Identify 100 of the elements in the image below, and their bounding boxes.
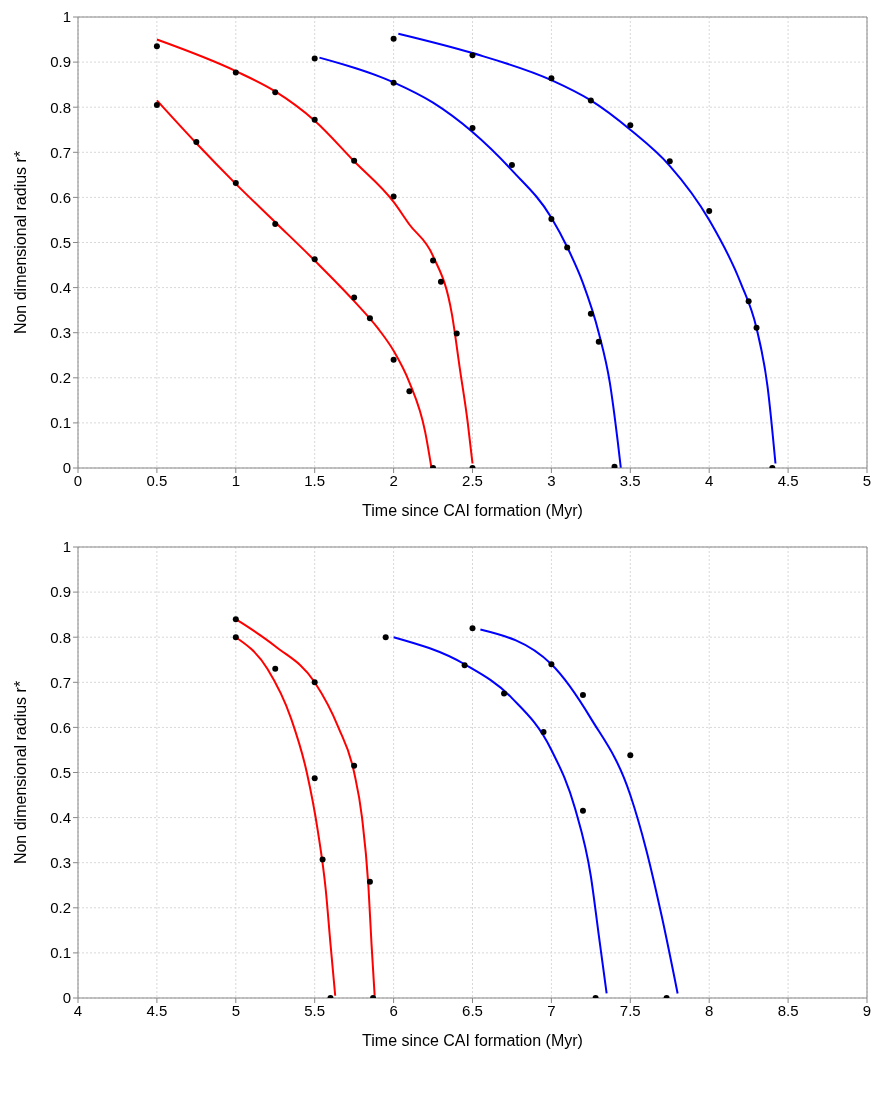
x-tick-label: 4.5 (146, 1001, 168, 1019)
point (311, 256, 318, 263)
point (611, 463, 618, 468)
x-tick-label: 3 (547, 471, 556, 489)
point (351, 762, 358, 769)
y-tick-label: 0.9 (50, 583, 71, 601)
x-tick-label: 2.5 (462, 471, 483, 489)
point (232, 616, 239, 623)
y-tick-label: 1 (62, 8, 71, 26)
point (311, 55, 318, 62)
point (272, 221, 279, 228)
x-tick-label: 0.5 (146, 471, 168, 489)
x-tick-label: 0 (73, 471, 83, 489)
x-tick-label: 8 (705, 1001, 714, 1019)
point (579, 807, 586, 814)
y-tick-label: 0.5 (50, 233, 71, 251)
y-axis-title: Non dimensional radius r* (11, 150, 29, 335)
point (351, 294, 358, 301)
point (311, 679, 318, 686)
point (311, 775, 318, 782)
point (579, 691, 586, 698)
point (390, 79, 397, 86)
x-tick-label: 5.5 (304, 1001, 326, 1019)
point (548, 75, 555, 82)
line-series (479, 628, 679, 995)
y-axis-title: Non dimensional radius r* (11, 680, 29, 865)
x-tick-label: 1.5 (304, 471, 326, 489)
point (453, 330, 460, 337)
x-tick-label: 4 (73, 1001, 83, 1019)
y-tick-label: 0.2 (50, 369, 71, 387)
point (390, 193, 397, 200)
point (319, 856, 326, 863)
point (666, 158, 673, 165)
point (564, 244, 571, 251)
y-tick-label: 0.4 (50, 808, 71, 826)
point (469, 124, 476, 131)
x-tick-label: 7.5 (619, 1001, 641, 1019)
x-tick-label: 4.5 (777, 471, 799, 489)
x-tick-label: 3.5 (619, 471, 641, 489)
point (706, 207, 713, 214)
y-tick-label: 0.9 (50, 53, 71, 71)
y-tick-label: 0.3 (50, 324, 71, 342)
point (390, 356, 397, 363)
y-tick-label: 0.4 (50, 278, 71, 296)
x-tick-label: 9 (862, 1001, 872, 1019)
point (390, 35, 397, 42)
y-tick-label: 0 (62, 989, 71, 1007)
point (366, 315, 373, 322)
point (461, 662, 468, 669)
point (627, 122, 634, 129)
y-tick-label: 0.1 (50, 414, 71, 432)
point (366, 878, 373, 885)
point (153, 43, 160, 50)
x-axis-title: Time since CAI formation (Myr) (362, 502, 583, 519)
x-tick-label: 2 (389, 471, 398, 489)
point (501, 690, 508, 697)
x-axis-title: Time since CAI formation (Myr) (362, 1032, 583, 1049)
point (382, 634, 389, 641)
x-tick-label: 4 (705, 471, 714, 489)
y-tick-label: 0.5 (50, 763, 71, 781)
point (587, 97, 594, 104)
point (232, 634, 239, 641)
y-tick-label: 0.8 (50, 98, 71, 116)
point (627, 752, 634, 759)
point (311, 116, 318, 123)
point (540, 728, 547, 735)
x-tick-label: 5 (862, 471, 872, 489)
x-tick-label: 5 (231, 1001, 240, 1019)
point (193, 138, 200, 145)
line-series (392, 636, 608, 995)
point (232, 69, 239, 76)
point (508, 161, 515, 168)
y-tick-label: 0.6 (50, 718, 71, 736)
point (548, 216, 555, 223)
point (437, 278, 444, 285)
y-tick-label: 0.3 (50, 854, 71, 872)
x-tick-label: 1 (231, 471, 240, 489)
y-tick-label: 0.8 (50, 628, 71, 646)
point (469, 625, 476, 632)
x-tick-label: 6 (389, 1001, 398, 1019)
x-tick-label: 6.5 (462, 1001, 483, 1019)
point (272, 665, 279, 672)
point (587, 310, 594, 317)
point (469, 52, 476, 59)
x-tick-label: 7 (547, 1001, 556, 1019)
point (745, 298, 752, 305)
x-tick-label: 8.5 (777, 1001, 799, 1019)
point (351, 157, 358, 164)
y-tick-label: 0 (62, 459, 71, 477)
point (272, 89, 279, 96)
y-tick-label: 0.7 (50, 673, 71, 691)
y-tick-label: 0.7 (50, 143, 71, 161)
point (153, 101, 160, 108)
y-tick-label: 0.2 (50, 899, 71, 917)
point (548, 661, 555, 668)
y-tick-label: 1 (62, 538, 71, 556)
point (430, 257, 437, 264)
y-tick-label: 0.6 (50, 188, 71, 206)
point (753, 324, 760, 331)
point (406, 388, 413, 395)
